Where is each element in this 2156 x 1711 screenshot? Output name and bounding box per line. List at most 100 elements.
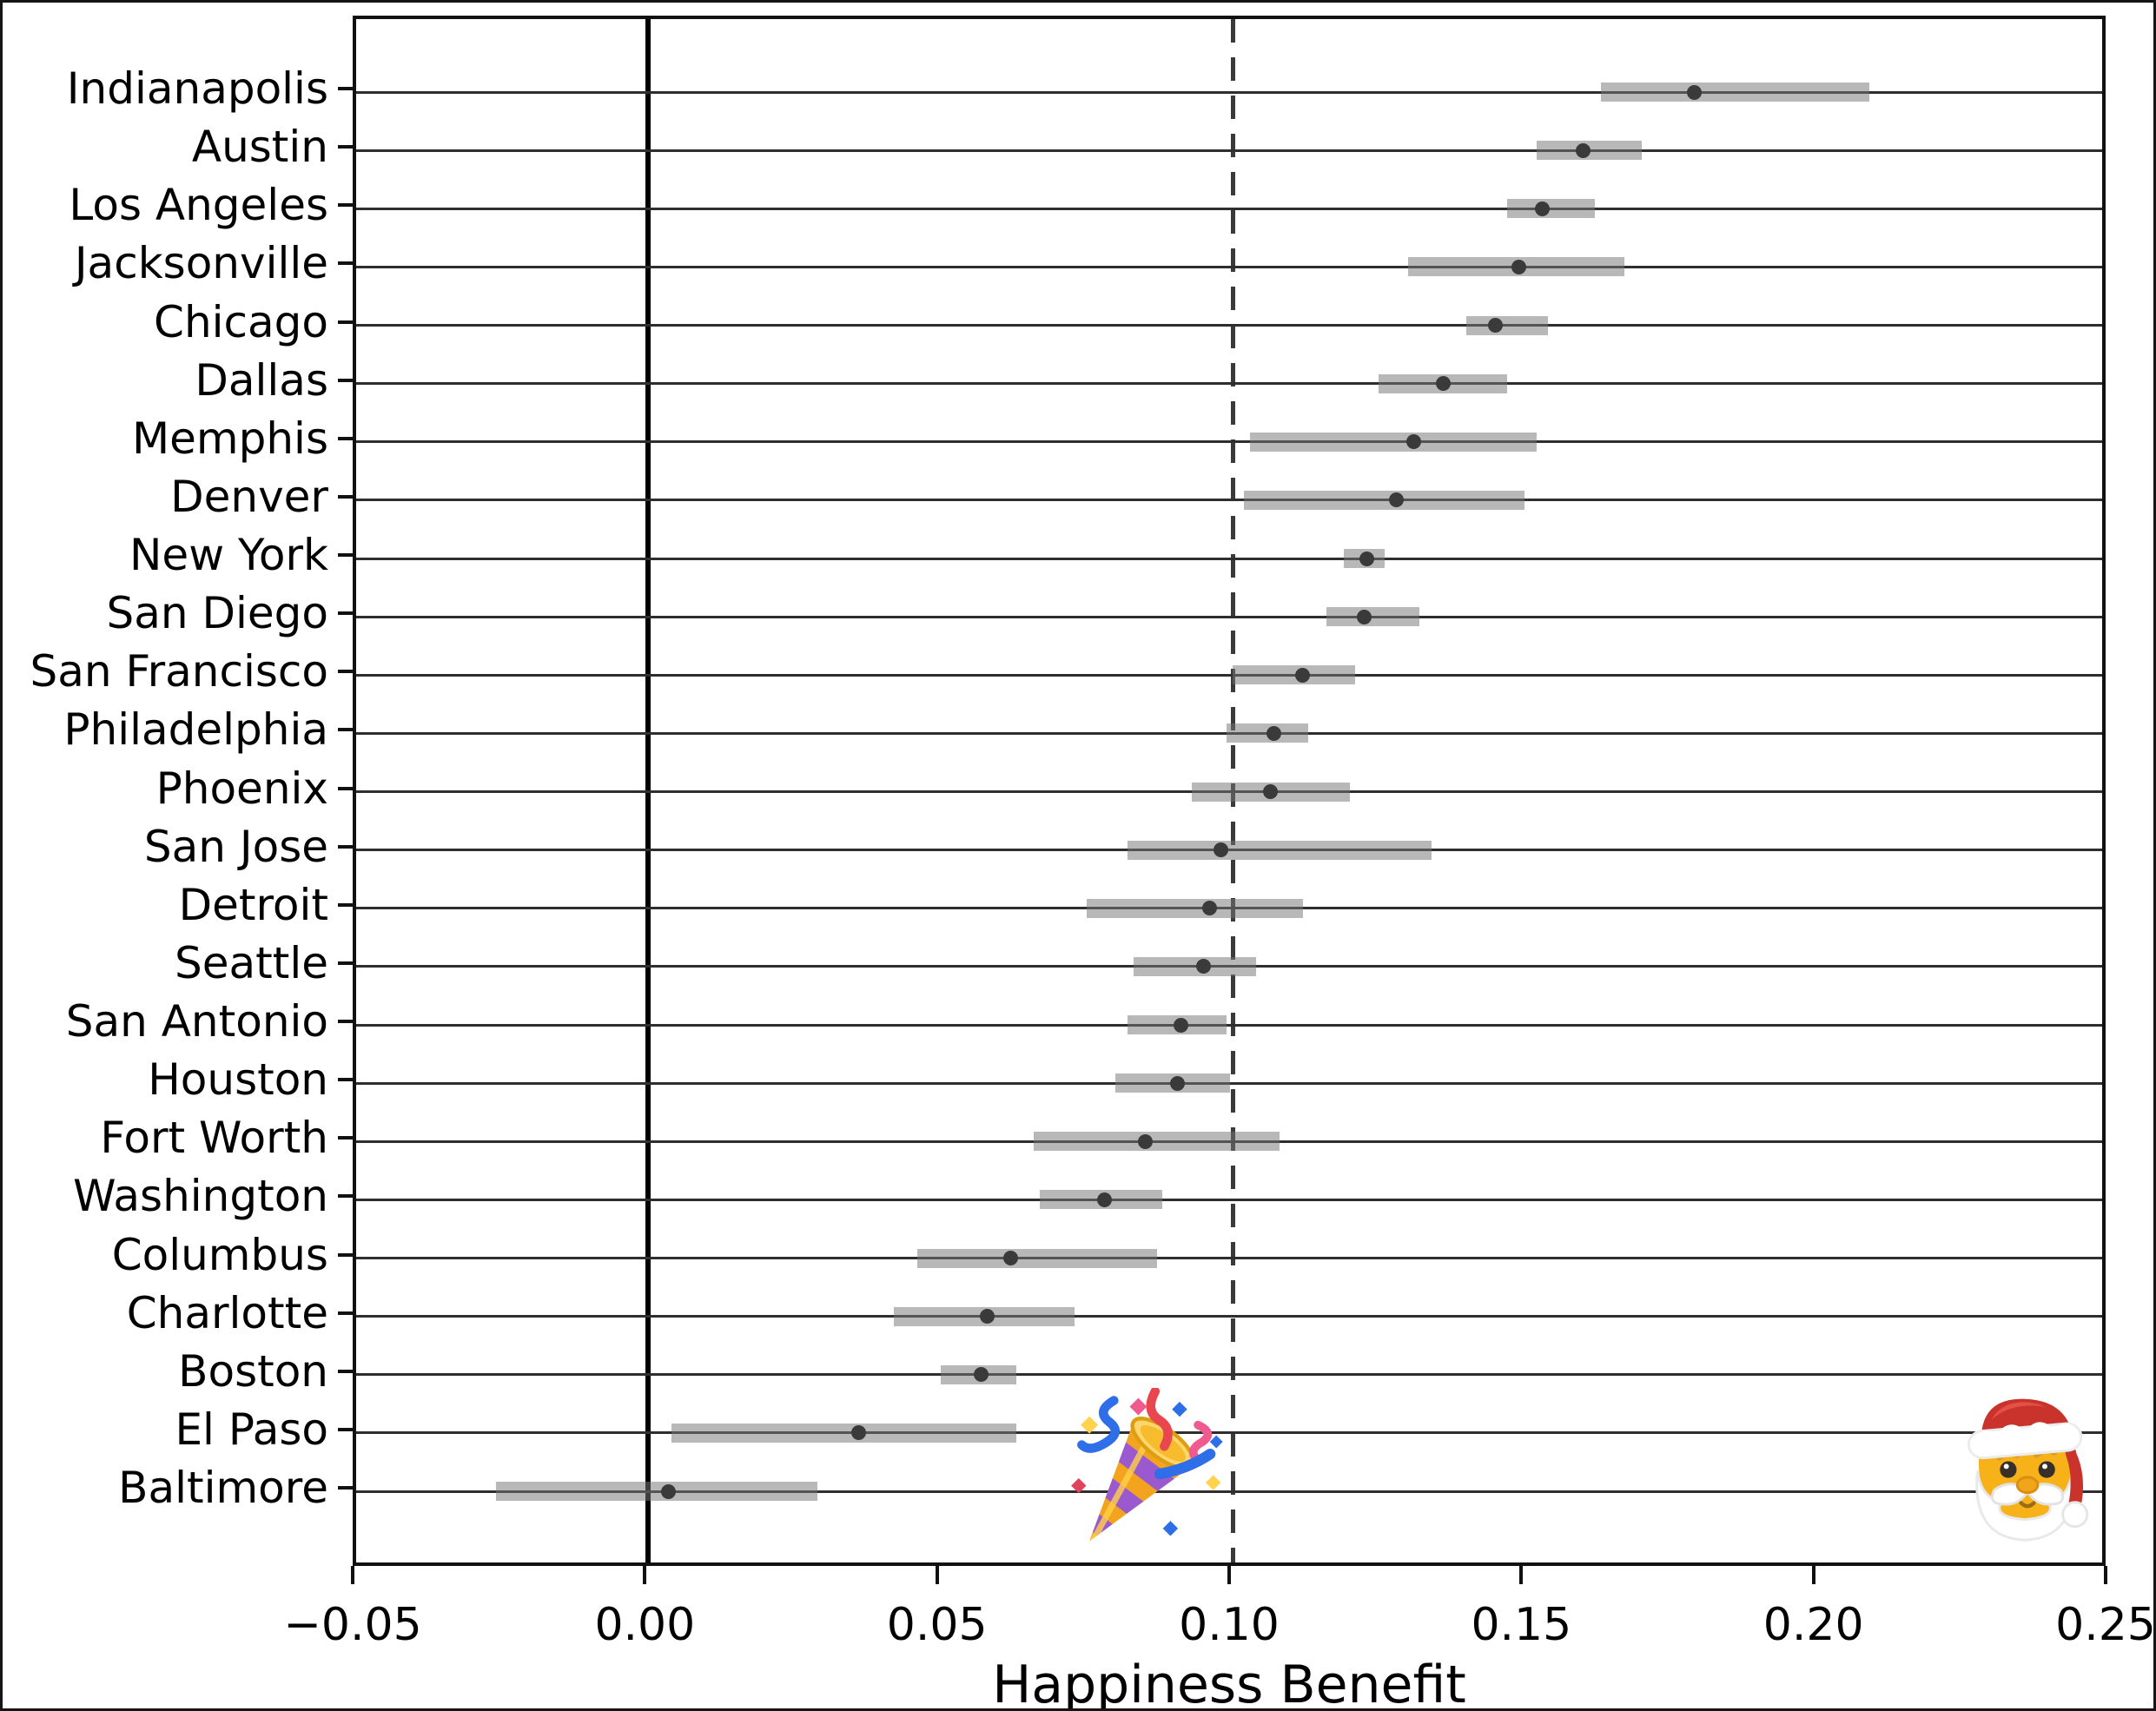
- x-tick: [351, 1566, 354, 1584]
- point-estimate-dot: [974, 1367, 989, 1383]
- y-tick: [338, 1078, 353, 1082]
- y-tick-label: San Jose: [143, 821, 328, 872]
- x-axis-title: Happiness Benefit: [992, 1655, 1466, 1711]
- y-tick-label: Detroit: [178, 879, 328, 930]
- y-tick: [338, 87, 353, 90]
- x-tick-label: 0.25: [2055, 1599, 2156, 1651]
- confidence-interval-bar: [1034, 1132, 1280, 1152]
- x-tick-label: −0.05: [283, 1599, 422, 1651]
- point-estimate-dot: [661, 1483, 677, 1499]
- point-estimate-dot: [1488, 318, 1504, 333]
- point-estimate-dot: [1096, 1192, 1112, 1207]
- confidence-interval-bar: [1133, 956, 1256, 976]
- confidence-interval-bar: [916, 1248, 1157, 1268]
- row-gridline: [356, 1023, 2102, 1027]
- row-gridline: [356, 382, 2102, 386]
- y-tick: [338, 494, 353, 499]
- y-tick: [338, 1020, 353, 1023]
- x-tick: [2104, 1566, 2107, 1584]
- y-tick: [338, 436, 353, 440]
- confidence-interval-bar: [1250, 432, 1537, 452]
- y-tick-label: Denver: [170, 471, 328, 522]
- point-estimate-dot: [1195, 959, 1211, 974]
- x-tick: [643, 1566, 647, 1584]
- row-gridline: [356, 557, 2102, 560]
- x-tick-label: 0.15: [1471, 1599, 1572, 1651]
- point-estimate-dot: [979, 1309, 995, 1325]
- y-tick-label: Fort Worth: [100, 1113, 328, 1164]
- y-tick: [338, 1369, 353, 1373]
- y-tick-label: Charlotte: [126, 1287, 328, 1338]
- point-estimate-dot: [1266, 725, 1281, 741]
- confidence-interval-bar: [1507, 199, 1596, 219]
- party-popper-icon: [1070, 1387, 1224, 1560]
- y-tick: [338, 902, 353, 907]
- x-tick-label: 0.20: [1762, 1599, 1864, 1651]
- y-tick-label: Houston: [148, 1054, 328, 1106]
- y-tick-label: Chicago: [154, 296, 328, 347]
- y-tick-label: Austin: [191, 122, 328, 173]
- confidence-interval-bar: [1466, 315, 1549, 335]
- point-estimate-dot: [850, 1425, 866, 1441]
- point-estimate-dot: [1295, 667, 1311, 683]
- point-estimate-dot: [1359, 551, 1375, 566]
- point-estimate-dot: [1686, 84, 1702, 100]
- point-estimate-dot: [1406, 434, 1422, 450]
- point-estimate-dot: [1214, 842, 1229, 858]
- y-tick-label: San Francisco: [30, 646, 328, 697]
- x-tick-label: 0.10: [1179, 1599, 1280, 1651]
- point-estimate-dot: [1174, 1017, 1189, 1033]
- y-tick: [338, 1486, 353, 1490]
- y-tick: [338, 203, 353, 208]
- santa-icon: [1966, 1391, 2094, 1553]
- y-tick: [338, 1252, 353, 1257]
- row-gridline: [356, 499, 2102, 502]
- y-tick: [338, 844, 353, 849]
- y-tick-label: New York: [129, 530, 328, 580]
- y-tick: [338, 1136, 353, 1140]
- row-gridline: [356, 440, 2102, 444]
- row-gridline: [356, 207, 2102, 210]
- y-tick: [338, 961, 353, 965]
- y-tick-label: Dallas: [195, 354, 328, 406]
- x-tick: [1811, 1566, 1815, 1584]
- y-tick-label: San Diego: [106, 588, 328, 639]
- point-estimate-dot: [1576, 142, 1591, 158]
- point-estimate-dot: [1201, 901, 1217, 916]
- confidence-interval-bar: [671, 1423, 1017, 1443]
- confidence-interval-bar: [1127, 840, 1432, 860]
- confidence-interval-bar: [1600, 83, 1870, 102]
- point-estimate-dot: [1511, 259, 1527, 274]
- row-gridline: [356, 149, 2102, 152]
- plot-area: [353, 16, 2106, 1566]
- x-tick: [935, 1566, 939, 1584]
- y-tick-label: Jacksonville: [74, 238, 328, 289]
- x-tick-label: 0.00: [594, 1599, 696, 1651]
- point-estimate-dot: [1002, 1251, 1018, 1265]
- point-estimate-dot: [1435, 376, 1451, 392]
- point-estimate-dot: [1169, 1075, 1185, 1091]
- row-gridline: [356, 1198, 2102, 1201]
- row-gridline: [356, 90, 2102, 94]
- y-tick-label: San Antonio: [65, 996, 328, 1047]
- confidence-interval-bar: [1244, 490, 1525, 510]
- y-tick: [338, 1427, 353, 1431]
- y-tick: [338, 145, 353, 149]
- y-tick-label: El Paso: [175, 1404, 328, 1455]
- point-estimate-dot: [1137, 1133, 1153, 1149]
- row-gridline: [356, 1490, 2102, 1493]
- y-tick-label: Memphis: [132, 413, 328, 464]
- y-tick: [338, 320, 353, 324]
- row-gridline: [356, 1315, 2102, 1318]
- y-tick: [338, 728, 353, 732]
- row-gridline: [356, 1373, 2102, 1377]
- row-gridline: [356, 1257, 2102, 1259]
- row-gridline: [356, 1431, 2102, 1435]
- y-tick-label: Phoenix: [155, 763, 328, 814]
- y-tick-label: Los Angeles: [69, 180, 328, 231]
- point-estimate-dot: [1356, 609, 1372, 624]
- y-tick: [338, 670, 353, 674]
- point-estimate-dot: [1535, 201, 1550, 216]
- point-estimate-dot: [1388, 492, 1404, 508]
